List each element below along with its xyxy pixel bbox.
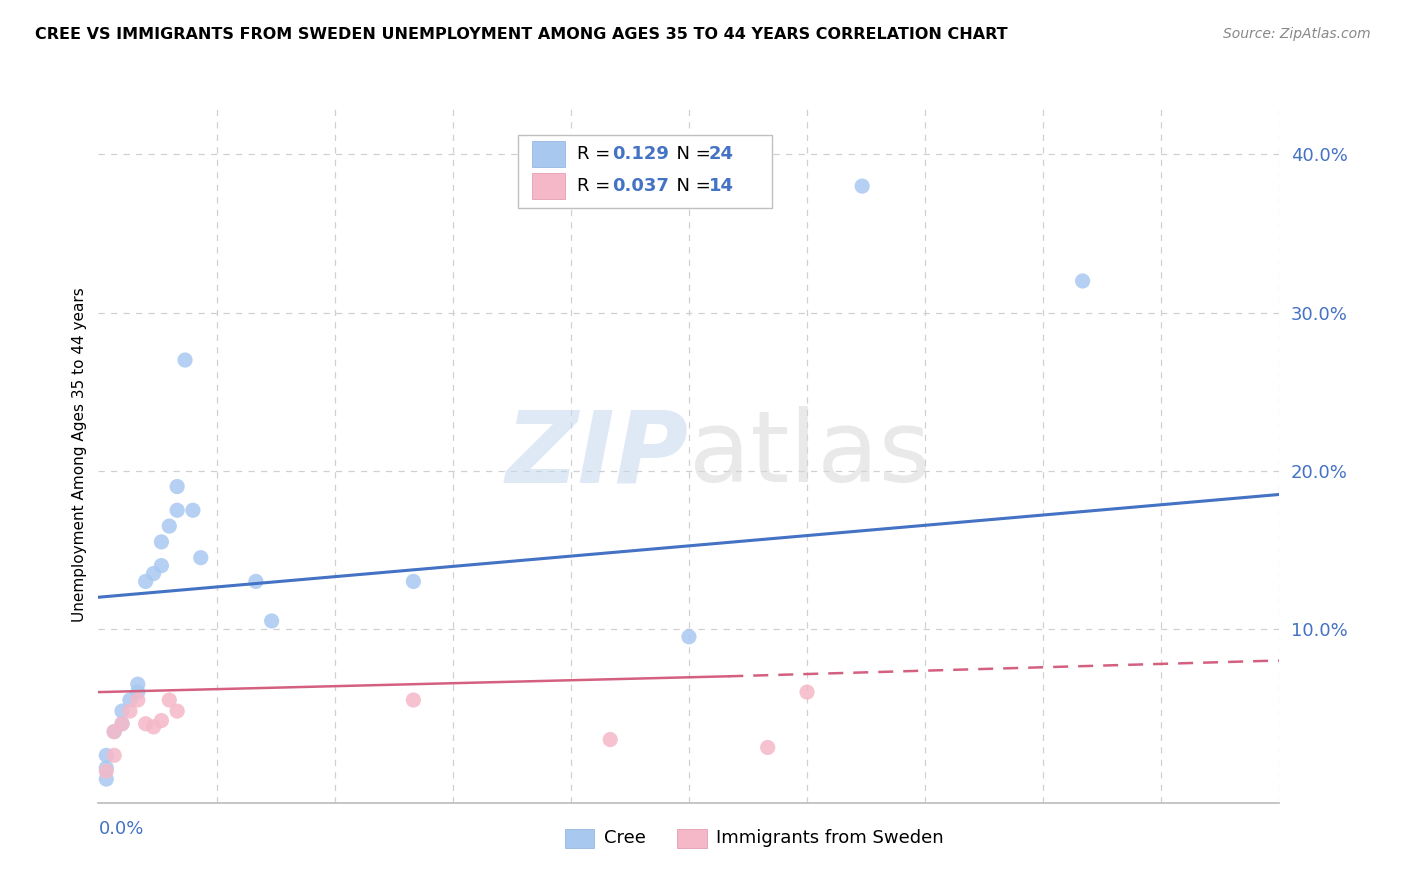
Point [118, 693, 141, 707]
Text: 24: 24 [709, 145, 734, 163]
Bar [531, 141, 565, 167]
Point [174, 353, 197, 368]
Point [166, 503, 188, 517]
Bar [678, 829, 707, 848]
Point [150, 558, 173, 573]
FancyBboxPatch shape [517, 135, 772, 208]
Point [402, 574, 425, 589]
Point [166, 479, 188, 493]
Y-axis label: Unemployment Among Ages 35 to 44 years: Unemployment Among Ages 35 to 44 years [72, 287, 87, 623]
Point [796, 685, 818, 699]
Point [127, 677, 149, 691]
Point [157, 519, 180, 533]
Point [96, 761, 118, 775]
Point [118, 704, 141, 718]
Text: ZIP: ZIP [506, 407, 689, 503]
Point [181, 503, 204, 517]
Point [103, 724, 125, 739]
Point [756, 740, 779, 755]
Point [190, 550, 212, 565]
Point [245, 574, 267, 589]
Point [142, 720, 165, 734]
Point [127, 685, 149, 699]
Text: N =: N = [665, 177, 717, 195]
Point [402, 693, 425, 707]
Text: 14: 14 [709, 177, 734, 195]
Point [678, 630, 700, 644]
Text: R =: R = [576, 177, 616, 195]
Point [111, 716, 134, 731]
Bar [565, 829, 595, 848]
Text: Source: ZipAtlas.com: Source: ZipAtlas.com [1223, 27, 1371, 41]
Point [1071, 274, 1094, 288]
Text: CREE VS IMMIGRANTS FROM SWEDEN UNEMPLOYMENT AMONG AGES 35 TO 44 YEARS CORRELATIO: CREE VS IMMIGRANTS FROM SWEDEN UNEMPLOYM… [35, 27, 1008, 42]
Text: R =: R = [576, 145, 616, 163]
Point [851, 179, 873, 194]
Point [111, 716, 134, 731]
Point [96, 764, 118, 779]
Point [166, 704, 188, 718]
Text: Cree: Cree [605, 830, 645, 847]
Bar [531, 173, 565, 199]
Point [599, 732, 621, 747]
Point [96, 748, 118, 763]
Point [150, 714, 173, 728]
Point [103, 748, 125, 763]
Point [96, 772, 118, 786]
Point [142, 566, 165, 581]
Point [260, 614, 283, 628]
Point [150, 534, 173, 549]
Point [103, 724, 125, 739]
Point [135, 716, 157, 731]
Text: 0.0%: 0.0% [98, 821, 143, 838]
Point [135, 574, 157, 589]
Text: 0.129: 0.129 [612, 145, 669, 163]
Text: 0.037: 0.037 [612, 177, 669, 195]
Text: atlas: atlas [689, 407, 931, 503]
Point [157, 693, 180, 707]
Text: N =: N = [665, 145, 717, 163]
Text: Immigrants from Sweden: Immigrants from Sweden [716, 830, 943, 847]
Point [127, 693, 149, 707]
Point [111, 704, 134, 718]
